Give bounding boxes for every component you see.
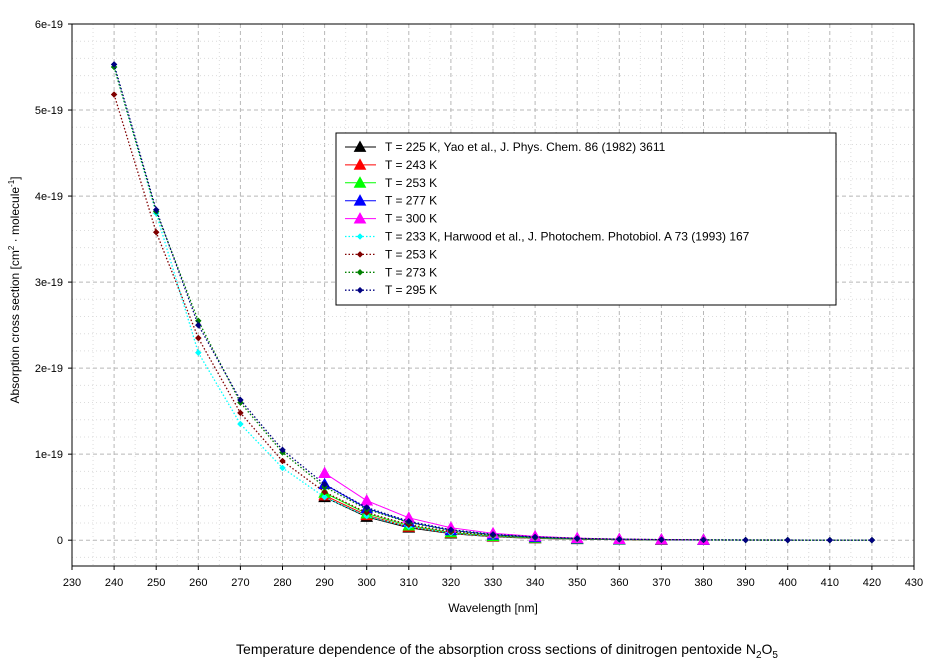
data-point-diamond bbox=[279, 464, 286, 472]
y-axis-label: Absorption cross section [cm2 · molecule… bbox=[7, 176, 22, 403]
data-point-diamond bbox=[356, 286, 364, 294]
x-tick-label: 310 bbox=[400, 577, 418, 589]
data-point-triangle bbox=[353, 212, 367, 224]
data-point-diamond bbox=[405, 517, 413, 525]
data-point-diamond bbox=[531, 533, 539, 541]
data-point-diamond bbox=[152, 228, 160, 236]
y-tick-label: 6e-19 bbox=[35, 19, 63, 31]
x-tick-label: 410 bbox=[821, 577, 839, 589]
data-point-diamond bbox=[321, 493, 328, 501]
legend-label: T = 233 K, Harwood et al., J. Photochem.… bbox=[385, 230, 750, 244]
legend-label: T = 295 K bbox=[385, 283, 437, 297]
data-point-triangle bbox=[318, 466, 331, 478]
data-point-diamond bbox=[742, 536, 749, 544]
data-point-diamond bbox=[658, 536, 665, 543]
series-line bbox=[324, 472, 704, 541]
y-tick-label: 4e-19 bbox=[35, 191, 63, 203]
data-point-diamond bbox=[194, 321, 202, 329]
data-point-diamond bbox=[363, 512, 371, 520]
data-point-diamond bbox=[237, 409, 244, 417]
figure-caption: Temperature dependence of the absorption… bbox=[236, 641, 778, 661]
y-tick-label: 2e-19 bbox=[35, 363, 63, 375]
data-point-diamond bbox=[237, 420, 244, 428]
x-tick-label: 390 bbox=[736, 577, 754, 589]
y-tick-label: 1e-19 bbox=[35, 449, 63, 461]
y-tick-label: 0 bbox=[57, 535, 63, 547]
data-point-diamond bbox=[279, 446, 286, 454]
x-tick-label: 330 bbox=[484, 577, 502, 589]
x-tick-label: 380 bbox=[694, 577, 712, 589]
data-point-diamond bbox=[615, 535, 623, 543]
x-tick-label: 360 bbox=[610, 577, 628, 589]
legend-label: T = 300 K bbox=[385, 212, 437, 226]
data-point-diamond bbox=[489, 530, 497, 538]
data-point-diamond bbox=[363, 509, 371, 517]
x-tick-label: 420 bbox=[863, 577, 881, 589]
x-tick-label: 290 bbox=[315, 577, 333, 589]
data-point-triangle bbox=[353, 194, 367, 206]
legend-label: T = 277 K bbox=[385, 194, 437, 208]
series-line bbox=[324, 496, 704, 541]
data-point-diamond bbox=[194, 349, 202, 356]
legend-label: T = 225 K, Yao et al., J. Phys. Chem. 86… bbox=[385, 140, 666, 154]
data-point-diamond bbox=[110, 61, 118, 68]
data-point-diamond bbox=[321, 480, 328, 488]
data-point-diamond bbox=[573, 535, 581, 542]
legend-label: T = 273 K bbox=[385, 265, 437, 279]
data-point-triangle bbox=[353, 140, 367, 152]
data-point-diamond bbox=[279, 457, 286, 465]
series bbox=[110, 61, 876, 545]
series-group bbox=[110, 61, 876, 544]
legend-box bbox=[335, 132, 837, 306]
y-tick-label: 3e-19 bbox=[35, 277, 63, 289]
data-point-diamond bbox=[356, 233, 364, 240]
x-tick-label: 260 bbox=[189, 577, 207, 589]
x-tick-label: 300 bbox=[358, 577, 376, 589]
data-point-diamond bbox=[868, 536, 876, 544]
data-point-diamond bbox=[826, 536, 834, 544]
x-tick-label: 250 bbox=[147, 577, 165, 589]
legend-label: T = 243 K bbox=[385, 158, 437, 172]
x-tick-label: 350 bbox=[568, 577, 586, 589]
data-point-diamond bbox=[356, 251, 364, 258]
legend: T = 225 K, Yao et al., J. Phys. Chem. 86… bbox=[335, 132, 837, 306]
x-tick-label: 370 bbox=[652, 577, 670, 589]
x-tick-label: 230 bbox=[63, 577, 81, 589]
x-axis-label: Wavelength [nm] bbox=[448, 601, 538, 615]
x-tick-label: 320 bbox=[442, 577, 460, 589]
data-point-diamond bbox=[237, 396, 244, 404]
x-tick-label: 280 bbox=[273, 577, 291, 589]
data-point-diamond bbox=[194, 334, 202, 342]
x-tick-label: 270 bbox=[231, 577, 249, 589]
data-point-diamond bbox=[363, 504, 371, 511]
data-point-diamond bbox=[700, 536, 707, 544]
data-point-diamond bbox=[321, 488, 328, 496]
data-point-triangle bbox=[353, 176, 367, 188]
data-point-diamond bbox=[447, 526, 455, 534]
x-tick-label: 240 bbox=[105, 577, 123, 589]
legend-label: T = 253 K bbox=[385, 176, 437, 190]
x-tick-label: 400 bbox=[779, 577, 797, 589]
axis-ticks: 230 240 250 260 270 280 290 300 310 320 330 340 350 3… bbox=[35, 19, 923, 589]
data-point-triangle bbox=[360, 494, 374, 506]
data-point-diamond bbox=[152, 206, 160, 214]
x-tick-label: 430 bbox=[905, 577, 923, 589]
y-tick-label: 5e-19 bbox=[35, 105, 63, 117]
legend-label: T = 253 K bbox=[385, 247, 437, 261]
data-point-diamond bbox=[784, 536, 792, 544]
data-point-diamond bbox=[110, 91, 118, 98]
x-tick-label: 340 bbox=[526, 577, 544, 589]
data-point-diamond bbox=[356, 268, 364, 276]
data-point-triangle bbox=[353, 158, 367, 170]
